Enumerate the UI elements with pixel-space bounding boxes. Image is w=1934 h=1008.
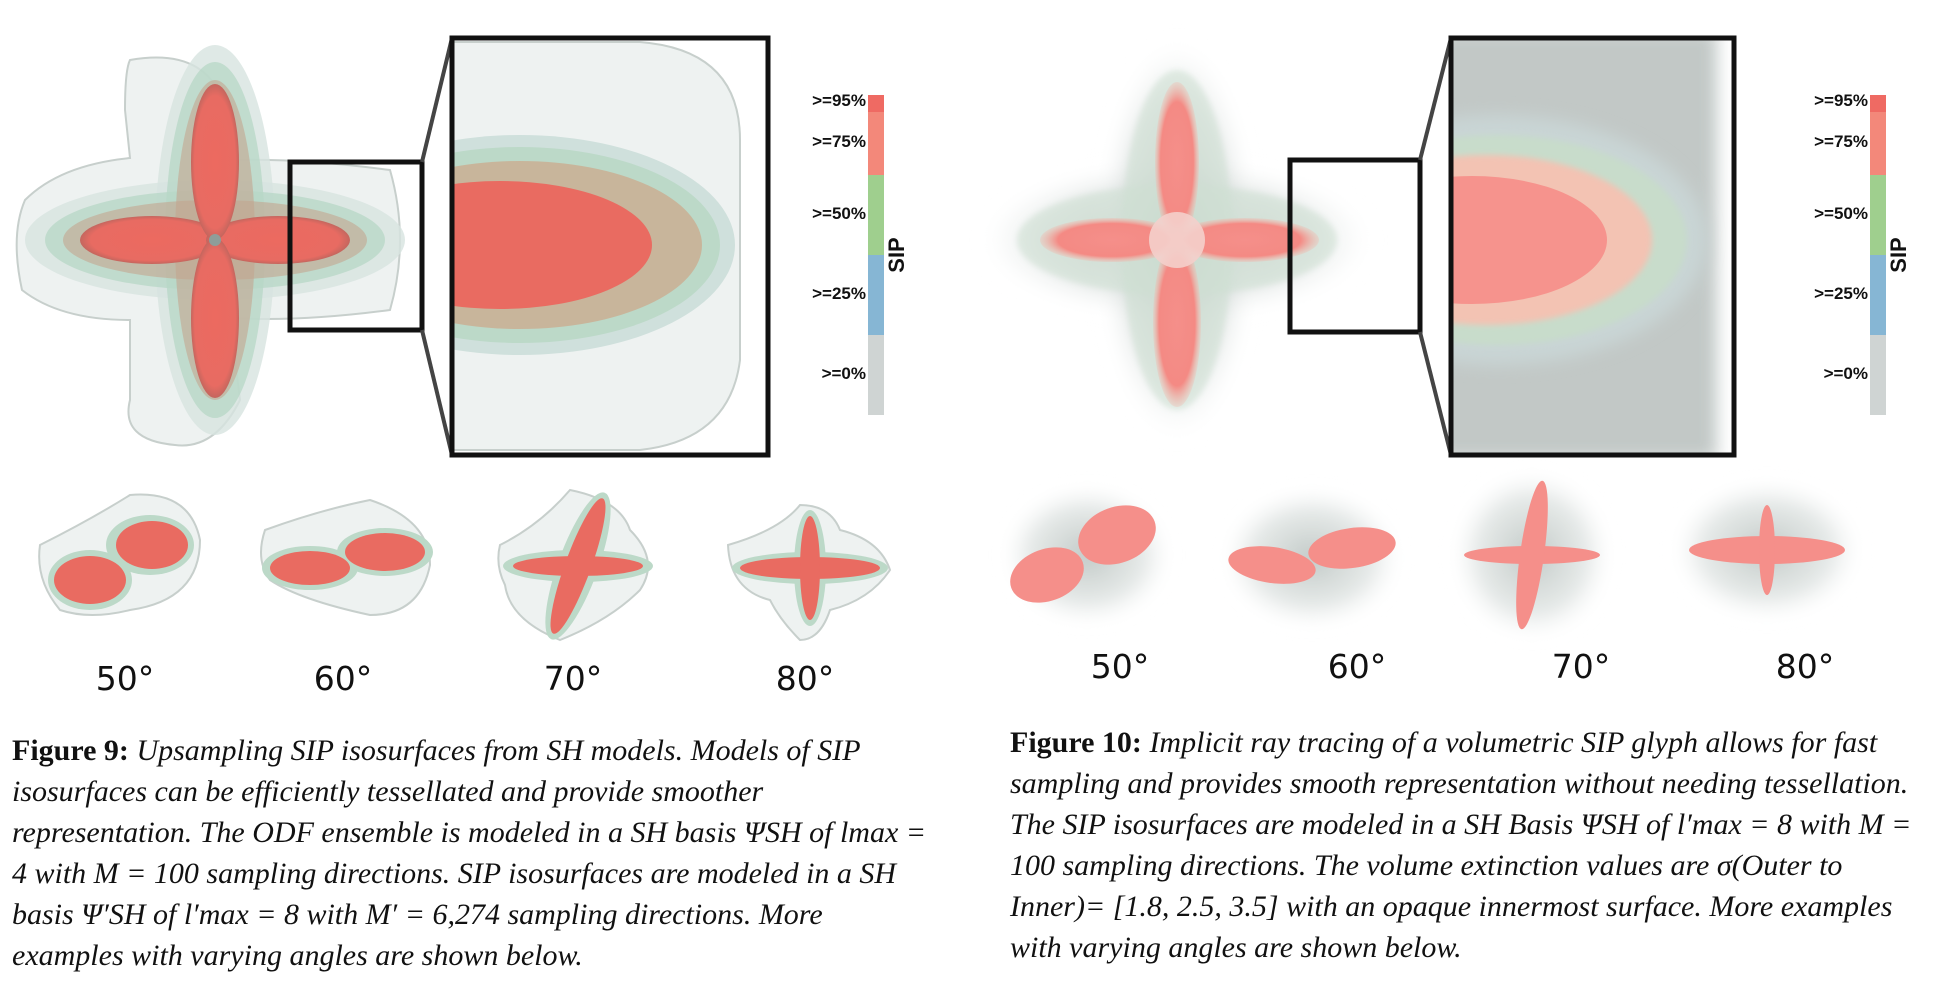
figure-9-graphic: >=95% >=75% >=50% >=25% >=0% SIP xyxy=(15,35,909,698)
angle-label-70: 70° xyxy=(544,659,603,698)
small-glyph-80 xyxy=(1672,480,1862,620)
zoom-connector-bottom xyxy=(1418,331,1453,456)
small-glyph-70 xyxy=(1452,470,1612,640)
zoom-connector-top xyxy=(1418,37,1453,161)
colorbar-title: SIP xyxy=(1886,237,1911,272)
colorbar-segment-95 xyxy=(868,95,884,112)
figure-9: >=95% >=75% >=50% >=25% >=0% SIP xyxy=(12,35,927,976)
colorbar-label-0: >=0% xyxy=(1824,364,1868,383)
colorbar-segment-25 xyxy=(1870,255,1886,335)
zoom-region-box xyxy=(287,159,425,333)
colorbar-label-50: >=50% xyxy=(812,204,866,223)
zoom-inset xyxy=(449,35,771,458)
colorbar: >=95% >=75% >=50% >=25% >=0% SIP xyxy=(1814,91,1911,415)
colorbar-segment-0 xyxy=(868,335,884,415)
small-glyph-70 xyxy=(497,488,653,642)
colorbar-segment-95 xyxy=(1870,95,1886,112)
figure-10-caption-label: Figure 10: xyxy=(1010,726,1142,759)
colorbar-segment-0 xyxy=(1870,335,1886,415)
angle-label-70: 70° xyxy=(1552,647,1611,686)
small-glyph-80 xyxy=(726,503,892,642)
colorbar-label-50: >=50% xyxy=(1814,204,1868,223)
colorbar-label-95: >=95% xyxy=(812,91,866,110)
colorbar-label-95: >=95% xyxy=(1814,91,1868,110)
small-glyph-60 xyxy=(1222,488,1402,628)
zoom-connector-bottom xyxy=(420,329,454,456)
colorbar-label-75: >=75% xyxy=(812,132,866,151)
colorbar-segment-50 xyxy=(868,175,884,255)
angle-label-60: 60° xyxy=(1328,647,1387,686)
zoom-connector-top xyxy=(420,37,454,163)
colorbar-label-25: >=25% xyxy=(1814,284,1868,303)
colorbar-segment-50 xyxy=(1870,175,1886,255)
small-glyph-50 xyxy=(38,493,202,616)
small-glyph-60 xyxy=(260,498,433,617)
figure-9-caption-label: Figure 9: xyxy=(12,734,129,767)
colorbar-segment-75 xyxy=(1870,112,1886,175)
angle-label-80: 80° xyxy=(776,659,835,698)
figure-9-caption: Figure 9: Upsampling SIP isosurfaces fro… xyxy=(12,730,927,976)
figure-10-caption-text: Implicit ray tracing of a volumetric SIP… xyxy=(1010,726,1912,964)
small-glyph-50 xyxy=(1002,485,1172,625)
colorbar-segment-75 xyxy=(868,112,884,175)
main-glyph-tessellated xyxy=(15,45,405,447)
angle-label-60: 60° xyxy=(314,659,373,698)
colorbar: >=95% >=75% >=50% >=25% >=0% SIP xyxy=(812,91,909,415)
figure-10-caption: Figure 10: Implicit ray tracing of a vol… xyxy=(1010,722,1925,968)
colorbar-label-0: >=0% xyxy=(822,364,866,383)
figure-9-caption-text: Upsampling SIP isosurfaces from SH model… xyxy=(12,734,927,972)
colorbar-segment-25 xyxy=(868,255,884,335)
angle-label-50: 50° xyxy=(96,659,155,698)
angle-label-80: 80° xyxy=(1776,647,1835,686)
colorbar-label-75: >=75% xyxy=(1814,132,1868,151)
main-glyph-volumetric xyxy=(977,35,1377,445)
figure-10-graphic: >=95% >=75% >=50% >=25% >=0% SIP xyxy=(977,35,1911,686)
colorbar-title: SIP xyxy=(884,237,909,272)
angle-label-50: 50° xyxy=(1091,647,1150,686)
zoom-inset xyxy=(1448,35,1737,458)
zoom-region-box xyxy=(1287,157,1423,335)
figure-10: >=95% >=75% >=50% >=25% >=0% SIP xyxy=(967,0,1934,1008)
colorbar-label-25: >=25% xyxy=(812,284,866,303)
